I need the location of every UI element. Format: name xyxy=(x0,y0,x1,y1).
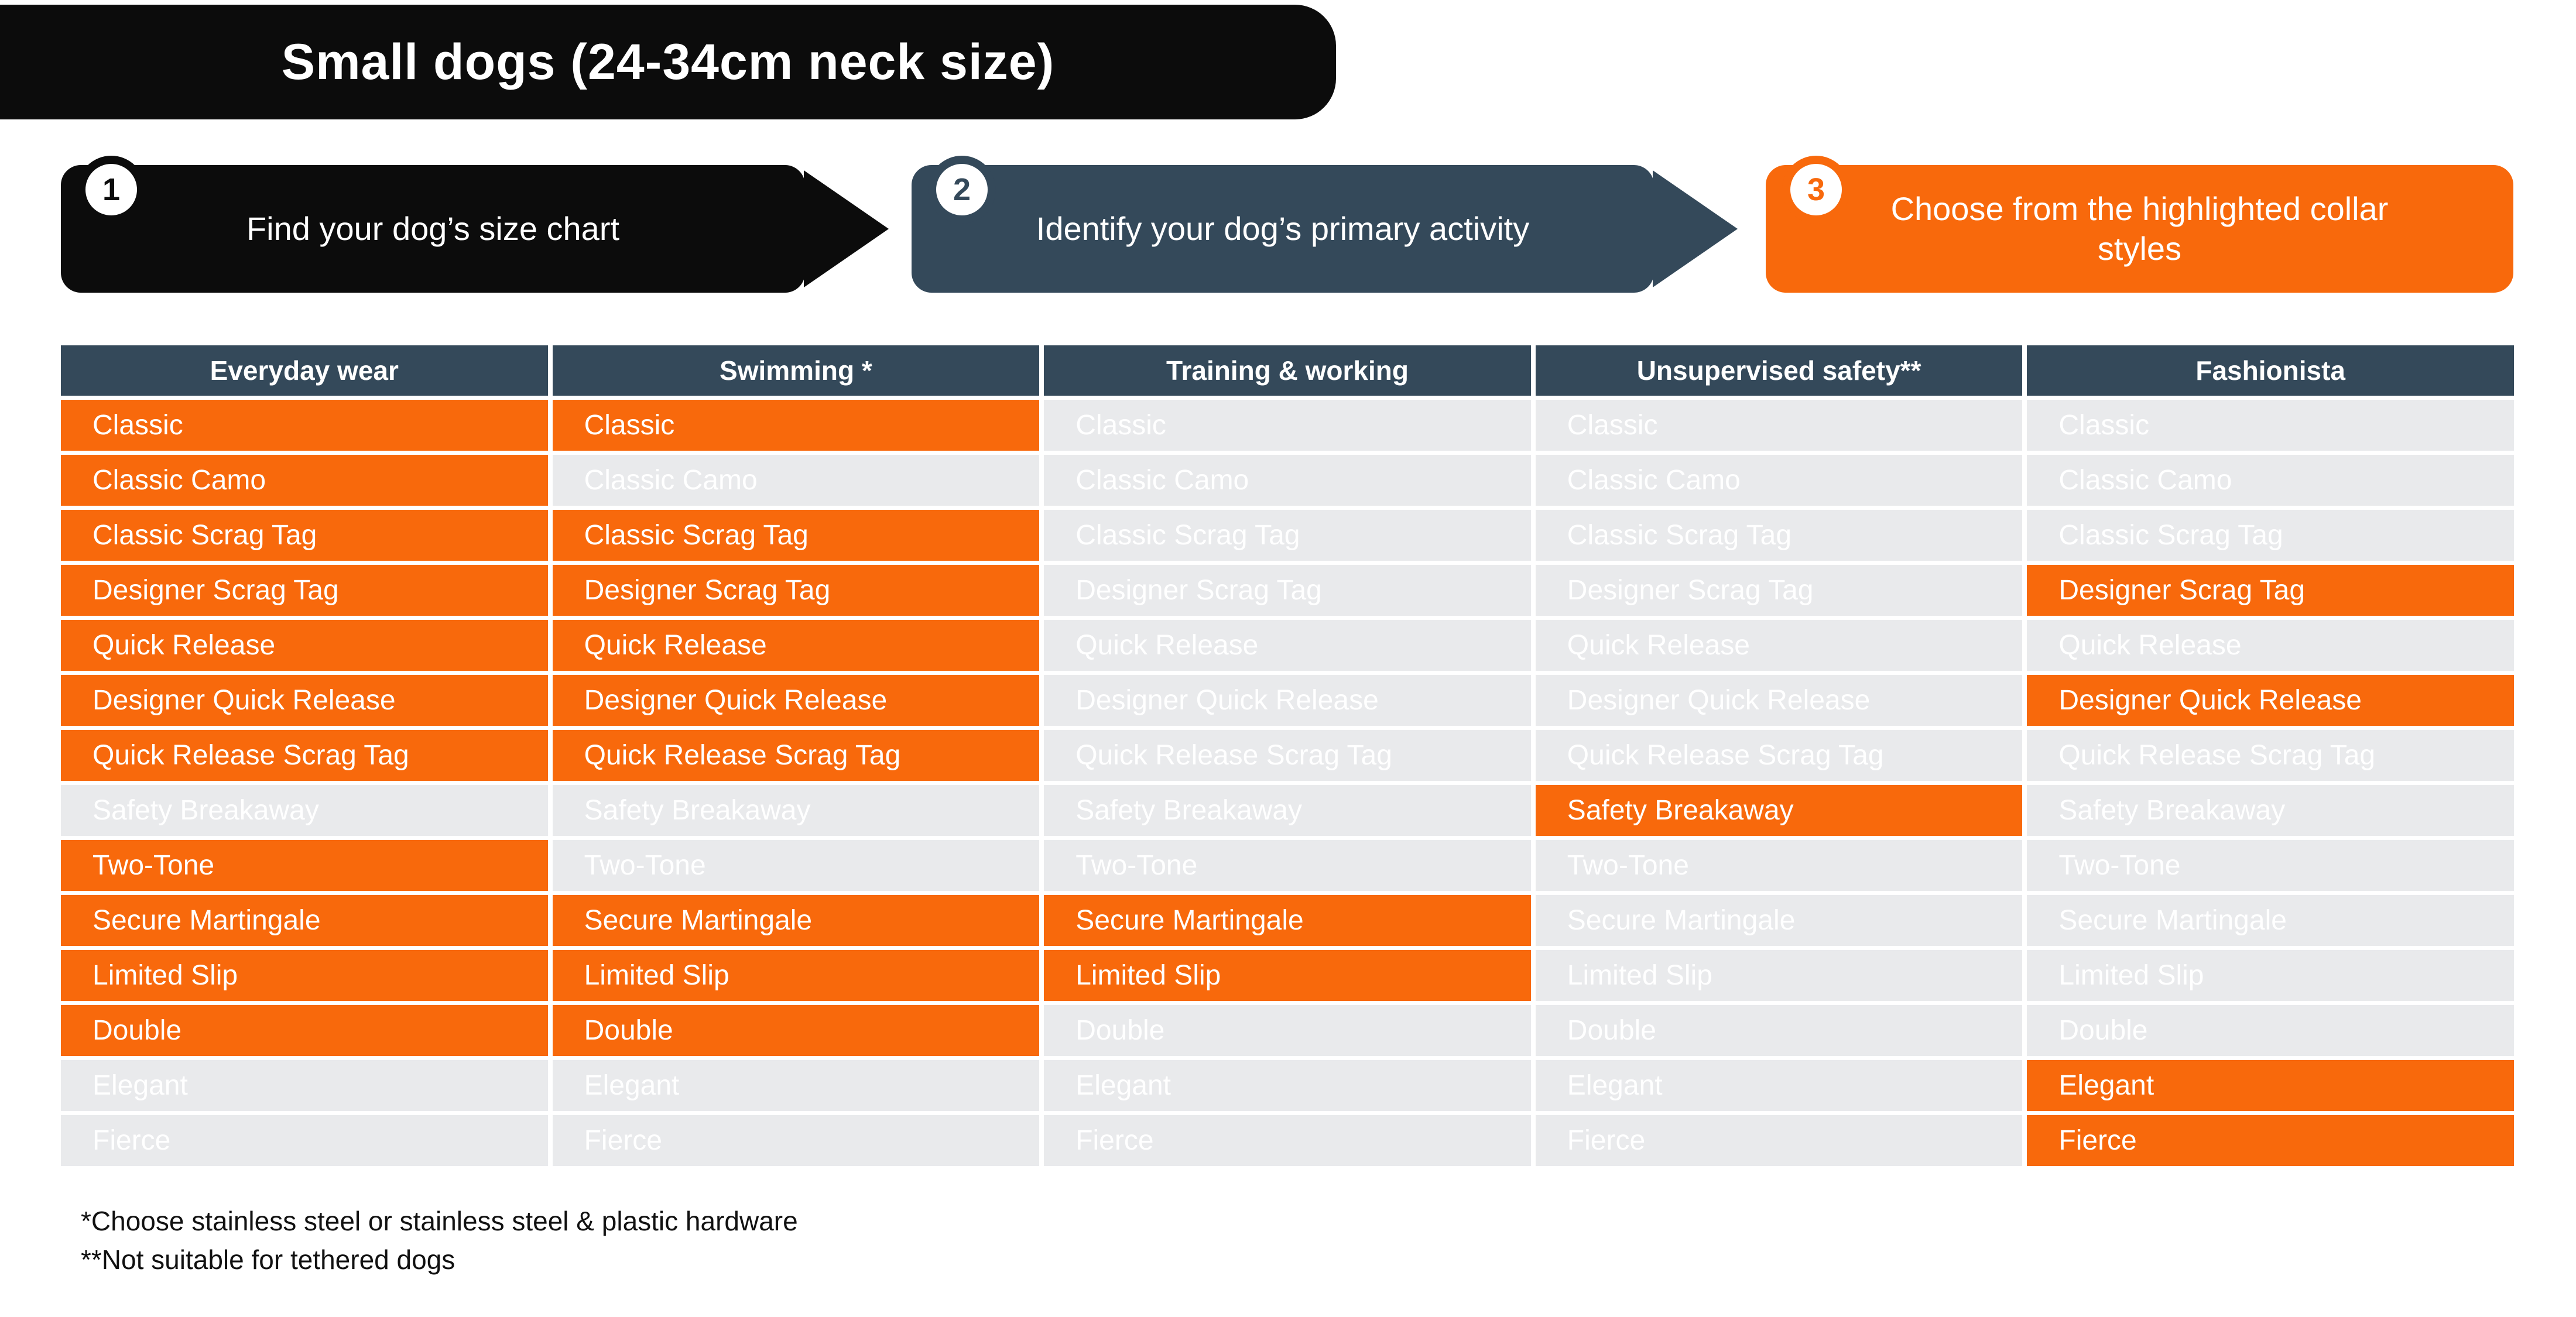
collar-style-cell: Quick Release xyxy=(552,620,1040,671)
column-header: Everyday wear xyxy=(61,345,548,396)
arrow-right-icon xyxy=(1653,170,1738,287)
collar-style-cell: Designer Scrag Tag xyxy=(2027,565,2514,616)
collar-style-cell: Secure Martingale xyxy=(1535,895,2023,946)
collar-style-cell: Double xyxy=(61,1005,548,1056)
column-header: Swimming * xyxy=(552,345,1040,396)
collar-style-cell: Two-Tone xyxy=(1044,840,1531,891)
column-header: Fashionista xyxy=(2027,345,2514,396)
collar-style-cell: Classic xyxy=(1535,400,2023,451)
collar-style-cell: Classic Camo xyxy=(2027,455,2514,506)
collar-style-cell: Quick Release Scrag Tag xyxy=(552,730,1040,781)
step-2-label: Identify your dog’s primary activity xyxy=(1036,210,1530,247)
step-2-number-badge: 2 xyxy=(928,156,996,224)
step-2-number: 2 xyxy=(953,172,971,207)
collar-style-cell: Fierce xyxy=(1044,1115,1531,1166)
collar-style-cell: Designer Quick Release xyxy=(552,675,1040,726)
collar-style-cell: Quick Release xyxy=(1044,620,1531,671)
title-banner: Small dogs (24-34cm neck size) xyxy=(0,5,1336,119)
collar-style-cell: Classic Camo xyxy=(552,455,1040,506)
collar-style-cell: Classic xyxy=(61,400,548,451)
arrow-right-icon xyxy=(804,170,889,287)
collar-style-cell: Elegant xyxy=(61,1060,548,1111)
step-3-number: 3 xyxy=(1807,172,1825,207)
collar-style-cell: Secure Martingale xyxy=(61,895,548,946)
collar-style-cell: Elegant xyxy=(1044,1060,1531,1111)
step-1-label: Find your dog’s size chart xyxy=(246,210,620,247)
collar-style-cell: Two-Tone xyxy=(1535,840,2023,891)
collar-style-cell: Classic xyxy=(552,400,1040,451)
column-header: Unsupervised safety** xyxy=(1535,345,2023,396)
collar-style-cell: Limited Slip xyxy=(552,950,1040,1001)
collar-style-cell: Classic Scrag Tag xyxy=(61,510,548,561)
collar-style-cell: Fierce xyxy=(2027,1115,2514,1166)
collar-style-cell: Safety Breakaway xyxy=(552,785,1040,836)
collar-style-cell: Designer Quick Release xyxy=(1535,675,2023,726)
step-1-number: 1 xyxy=(102,172,121,207)
step-1-number-badge: 1 xyxy=(77,156,145,224)
collar-style-cell: Classic Scrag Tag xyxy=(1535,510,2023,561)
collar-style-cell: Quick Release Scrag Tag xyxy=(2027,730,2514,781)
collar-style-cell: Quick Release Scrag Tag xyxy=(1044,730,1531,781)
collar-style-cell: Quick Release Scrag Tag xyxy=(61,730,548,781)
collar-style-cell: Classic Scrag Tag xyxy=(2027,510,2514,561)
collar-style-cell: Classic Camo xyxy=(61,455,548,506)
collar-style-cell: Double xyxy=(552,1005,1040,1056)
collar-style-cell: Fierce xyxy=(552,1115,1040,1166)
step-1-banner: 1 Find your dog’s size chart xyxy=(61,156,889,293)
step-3-label: Choose from the highlighted collar style… xyxy=(1890,190,2389,267)
collar-style-cell: Limited Slip xyxy=(1044,950,1531,1001)
column-header: Training & working xyxy=(1044,345,1531,396)
footnote-unsupervised: **Not suitable for tethered dogs xyxy=(81,1244,455,1275)
collar-style-cell: Quick Release xyxy=(1535,620,2023,671)
collar-style-cell: Limited Slip xyxy=(1535,950,2023,1001)
collar-style-cell: Designer Quick Release xyxy=(2027,675,2514,726)
collar-style-cell: Double xyxy=(1535,1005,2023,1056)
collar-style-cell: Quick Release Scrag Tag xyxy=(1535,730,2023,781)
collar-style-cell: Limited Slip xyxy=(2027,950,2514,1001)
collar-style-cell: Quick Release xyxy=(61,620,548,671)
collar-style-cell: Two-Tone xyxy=(552,840,1040,891)
collar-style-cell: Designer Scrag Tag xyxy=(1044,565,1531,616)
collar-style-cell: Limited Slip xyxy=(61,950,548,1001)
collar-style-cell: Two-Tone xyxy=(2027,840,2514,891)
collar-style-cell: Safety Breakaway xyxy=(2027,785,2514,836)
collar-style-cell: Secure Martingale xyxy=(552,895,1040,946)
collar-style-cell: Classic xyxy=(2027,400,2514,451)
collar-style-cell: Safety Breakaway xyxy=(1044,785,1531,836)
collar-style-cell: Quick Release xyxy=(2027,620,2514,671)
collar-style-cell: Secure Martingale xyxy=(2027,895,2514,946)
collar-style-cell: Fierce xyxy=(1535,1115,2023,1166)
collar-style-cell: Safety Breakaway xyxy=(61,785,548,836)
collar-style-cell: Elegant xyxy=(1535,1060,2023,1111)
collar-style-cell: Fierce xyxy=(61,1115,548,1166)
collar-style-cell: Designer Quick Release xyxy=(1044,675,1531,726)
collar-style-cell: Designer Scrag Tag xyxy=(1535,565,2023,616)
collar-style-cell: Classic xyxy=(1044,400,1531,451)
collar-style-cell: Double xyxy=(2027,1005,2514,1056)
collar-style-cell: Designer Scrag Tag xyxy=(61,565,548,616)
collar-style-cell: Two-Tone xyxy=(61,840,548,891)
collar-style-cell: Classic Camo xyxy=(1535,455,2023,506)
collar-style-table: Everyday wear Classic Classic Camo Classic … xyxy=(61,345,2514,1166)
step-2-banner: 2 Identify your dog’s primary activity xyxy=(912,156,1738,293)
collar-style-cell: Classic Scrag Tag xyxy=(1044,510,1531,561)
collar-style-cell: Secure Martingale xyxy=(1044,895,1531,946)
collar-style-cell: Elegant xyxy=(2027,1060,2514,1111)
collar-style-cell: Designer Scrag Tag xyxy=(552,565,1040,616)
page-title: Small dogs (24-34cm neck size) xyxy=(281,33,1055,90)
collar-style-cell: Designer Quick Release xyxy=(61,675,548,726)
footnote-swimming: *Choose stainless steel or stainless ste… xyxy=(81,1206,798,1236)
collar-style-cell: Elegant xyxy=(552,1060,1040,1111)
step-3-number-badge: 3 xyxy=(1782,156,1850,224)
footnotes: *Choose stainless steel or stainless ste… xyxy=(81,1205,798,1282)
collar-style-cell: Double xyxy=(1044,1005,1531,1056)
collar-style-cell: Safety Breakaway xyxy=(1535,785,2023,836)
collar-style-cell: Classic Scrag Tag xyxy=(552,510,1040,561)
step-3-banner: 3 Choose from the highlighted collar sty… xyxy=(1766,156,2513,293)
collar-style-cell: Classic Camo xyxy=(1044,455,1531,506)
